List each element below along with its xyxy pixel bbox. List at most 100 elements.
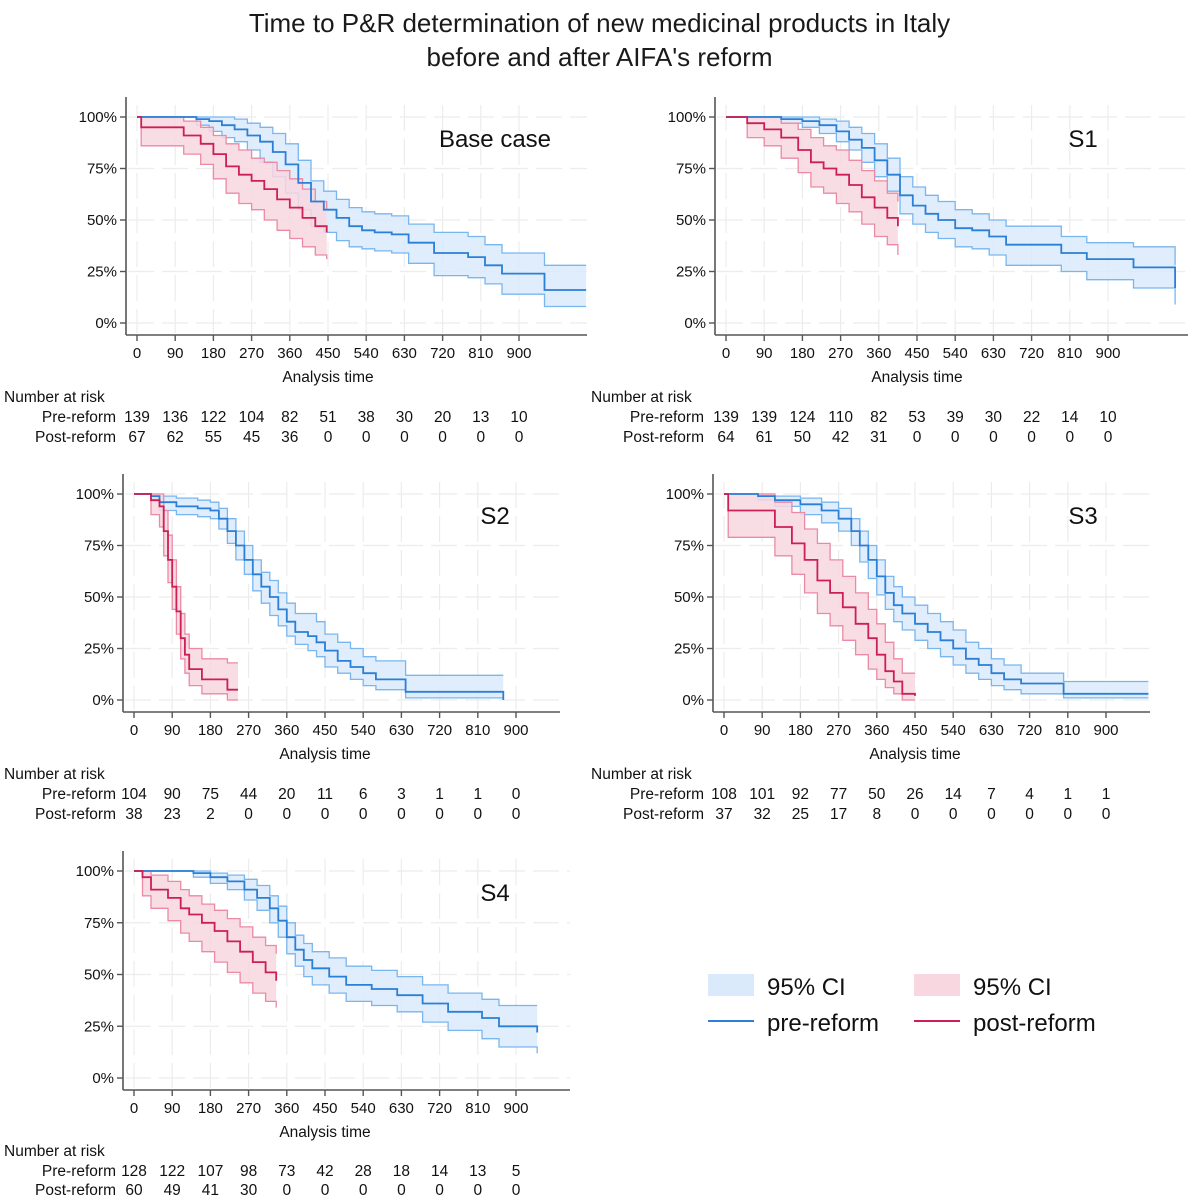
x-tick-label: 90 <box>164 1100 181 1117</box>
risk-value-post: 0 <box>324 429 333 446</box>
pre-ci-swatch <box>708 974 754 996</box>
risk-table-heading: Number at risk <box>4 766 105 783</box>
x-tick-label: 810 <box>465 1100 490 1117</box>
risk-value-post: 38 <box>125 806 142 823</box>
km-panel-s1: 0% 25% 50% 75% 100% 0 90 180 270 360 450 540 630 720 8… <box>591 97 1188 446</box>
risk-value-pre: 73 <box>278 1163 295 1180</box>
legend-label: 95% CI <box>767 974 846 1001</box>
risk-table-heading: Number at risk <box>591 766 692 783</box>
risk-value-pre: 30 <box>396 409 414 426</box>
risk-value-pre: 53 <box>908 409 925 426</box>
x-tick-label: 720 <box>1019 345 1044 362</box>
x-axis-label: Analysis time <box>871 369 962 386</box>
risk-row-label-pre: Pre-reform <box>630 409 704 426</box>
y-tick-label: 100% <box>666 486 704 503</box>
pre-reform-ci-band <box>134 494 504 698</box>
post-reform-survival-line <box>134 870 278 981</box>
risk-value-pre: 7 <box>987 786 996 803</box>
pre-reform-survival-line <box>726 116 1176 288</box>
y-tick-label: 50% <box>676 212 706 229</box>
y-tick-label: 25% <box>87 264 117 281</box>
x-tick-label: 360 <box>277 345 302 362</box>
risk-value-pre: 28 <box>355 1163 372 1180</box>
risk-value-post: 0 <box>321 806 330 823</box>
post-reform-ci-band <box>137 117 327 260</box>
risk-value-pre: 104 <box>239 409 265 426</box>
x-axis-label: Analysis time <box>282 369 373 386</box>
risk-value-post: 0 <box>913 429 922 446</box>
chart-title-line-2: before and after AIFA's reform <box>426 42 773 72</box>
risk-value-post: 41 <box>202 1182 219 1199</box>
panel-label: S2 <box>480 503 509 530</box>
risk-value-post: 0 <box>1065 429 1074 446</box>
risk-value-post: 30 <box>240 1182 258 1199</box>
x-tick-label: 450 <box>904 345 929 362</box>
x-tick-label: 360 <box>864 722 889 739</box>
risk-value-post: 0 <box>362 429 371 446</box>
panel-label: S3 <box>1068 503 1097 530</box>
x-tick-label: 540 <box>354 345 379 362</box>
number-at-risk-table: Number at risk Pre-reform Post-reform 128 60… <box>4 1143 521 1199</box>
x-tick-label: 450 <box>902 722 927 739</box>
risk-value-pre: 22 <box>1023 409 1040 426</box>
x-tick-label: 900 <box>1095 345 1120 362</box>
x-tick-label: 450 <box>312 1100 337 1117</box>
y-tick-label: 100% <box>76 486 114 503</box>
risk-value-post: 0 <box>321 1182 330 1199</box>
risk-value-post: 0 <box>473 1182 482 1199</box>
pre-reform-ci-lower <box>726 116 1176 305</box>
pre-reform-ci-lower <box>134 870 538 1054</box>
x-tick-label: 360 <box>274 722 299 739</box>
risk-row-label-pre: Pre-reform <box>42 409 116 426</box>
risk-value-pre: 1 <box>1063 786 1072 803</box>
y-tick-label: 100% <box>668 109 706 126</box>
y-tick-label: 100% <box>79 109 117 126</box>
risk-value-post: 31 <box>870 429 887 446</box>
x-tick-label: 270 <box>236 1100 261 1117</box>
risk-value-pre: 82 <box>281 409 298 426</box>
risk-value-pre: 122 <box>200 409 226 426</box>
x-tick-label: 360 <box>274 1100 299 1117</box>
risk-value-pre: 0 <box>512 786 521 803</box>
x-tick-label: 90 <box>167 345 184 362</box>
risk-table-heading: Number at risk <box>4 1143 105 1160</box>
risk-value-pre: 110 <box>828 409 853 426</box>
y-tick-label: 75% <box>87 161 117 178</box>
risk-value-post: 0 <box>438 429 447 446</box>
y-tick-label: 50% <box>87 212 117 229</box>
risk-value-pre: 122 <box>159 1163 185 1180</box>
y-tick-label: 75% <box>676 161 706 178</box>
x-tick-label: 270 <box>239 345 264 362</box>
x-tick-label: 630 <box>981 345 1006 362</box>
risk-value-post: 62 <box>167 429 184 446</box>
y-tick-label: 0% <box>92 1070 114 1087</box>
risk-value-post: 0 <box>359 1182 368 1199</box>
post-reform-ci-lower <box>726 116 899 255</box>
risk-value-pre: 101 <box>749 786 775 803</box>
risk-value-pre: 1 <box>473 786 482 803</box>
risk-value-pre: 42 <box>316 1163 333 1180</box>
x-tick-label: 810 <box>468 345 493 362</box>
risk-row-label-post: Post-reform <box>35 806 116 823</box>
pre-reform-ci-upper <box>134 493 504 676</box>
risk-value-pre: 1 <box>435 786 444 803</box>
post-reform-ci-lower <box>137 116 328 260</box>
y-tick-label: 100% <box>76 863 114 880</box>
post-reform-ci-upper <box>726 116 899 202</box>
x-axis-label: Analysis time <box>279 1124 370 1141</box>
x-tick-label: 630 <box>979 722 1004 739</box>
chart-title: Time to P&R determination of new medicin… <box>0 6 1199 74</box>
x-tick-label: 810 <box>1057 345 1082 362</box>
x-tick-label: 0 <box>722 345 730 362</box>
y-tick-label: 0% <box>95 315 117 332</box>
risk-table-heading: Number at risk <box>591 389 692 406</box>
number-at-risk-table: Number at risk Pre-reform Post-reform 104 38… <box>4 766 521 823</box>
x-tick-label: 270 <box>826 722 851 739</box>
risk-value-post: 0 <box>989 429 998 446</box>
x-tick-label: 180 <box>198 1100 223 1117</box>
x-tick-label: 900 <box>1093 722 1118 739</box>
x-tick-label: 270 <box>236 722 261 739</box>
pre-reform-ci-band <box>134 871 538 1054</box>
y-tick-label: 75% <box>674 538 704 555</box>
x-axis-label: Analysis time <box>279 746 370 763</box>
